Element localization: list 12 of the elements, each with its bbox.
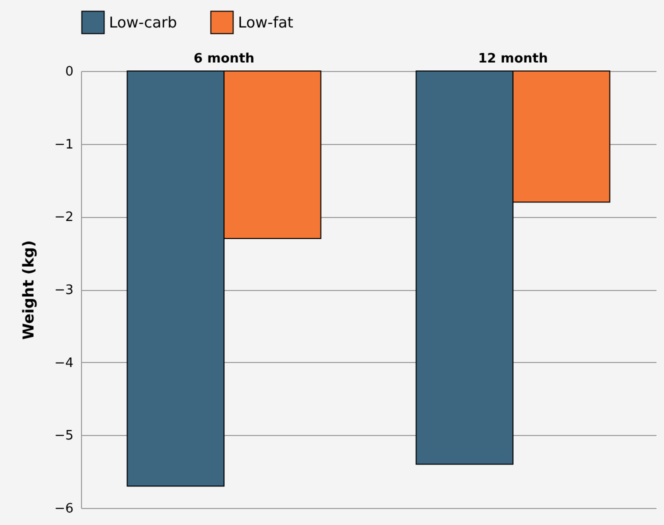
y-tick-label: −1 bbox=[54, 137, 74, 152]
y-tick-label: −3 bbox=[54, 283, 74, 298]
x-tick-label: 6 month bbox=[194, 52, 254, 66]
y-tick-label: −5 bbox=[54, 428, 74, 444]
y-tick-label: −2 bbox=[54, 210, 74, 226]
y-tick-label: 0 bbox=[65, 64, 74, 80]
y-tick-label: −4 bbox=[54, 356, 74, 371]
legend-label: Low-carb bbox=[109, 13, 178, 32]
y-tick-label: −6 bbox=[54, 502, 74, 516]
legend-label: Low-fat bbox=[238, 13, 294, 32]
y-axis-title: Weight (kg) bbox=[19, 240, 38, 340]
x-tick-label: 12 month bbox=[478, 52, 548, 66]
